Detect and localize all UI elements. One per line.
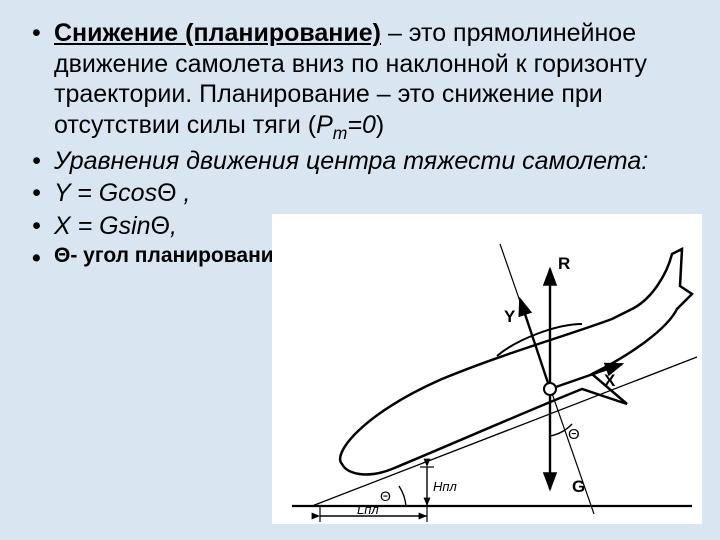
p-symbol: P [316,111,333,139]
incline-line [312,357,697,506]
close-paren: ) [376,111,384,139]
cg-point [544,383,556,395]
bullet-2: Уравнения движения центра тяжести самоле… [20,146,700,177]
airplane-diagram: R Y X G Θ Θ Hпл Lпл [272,214,702,524]
airplane-outline [340,249,692,474]
label-theta-big: Θ [568,426,580,443]
label-theta-small: Θ [380,488,391,504]
diagram-svg: R Y X G Θ Θ Hпл Lпл [272,214,702,524]
eq-y: Y = Gcos [54,179,157,207]
bullet-3: Y = GcosΘ , [20,178,700,209]
term: Снижение (планирование) [54,19,381,47]
theta-icon: Θ [157,179,176,207]
canopy-line [497,324,582,356]
theta-icon: Θ [54,244,70,267]
eq-x: X = Gsin [54,212,151,240]
text: Уравнения движения центра тяжести самоле… [54,147,648,175]
label-h: Hпл [433,479,458,494]
p-sub: m [333,123,348,143]
vector-y [520,299,550,389]
label-x: X [604,371,616,390]
bullet-1: Снижение (планирование) – это прямолиней… [20,18,700,144]
label-l: Lпл [357,502,379,517]
comma: , [177,179,191,207]
theta-arc-small [399,486,406,506]
comma: , [170,212,177,240]
label-r: R [558,254,570,273]
eq-zero: =0 [347,111,376,139]
text: - угол планирования [70,244,286,267]
label-g: G [572,477,585,496]
label-y: Y [504,307,516,326]
theta-icon: Θ [151,212,170,240]
